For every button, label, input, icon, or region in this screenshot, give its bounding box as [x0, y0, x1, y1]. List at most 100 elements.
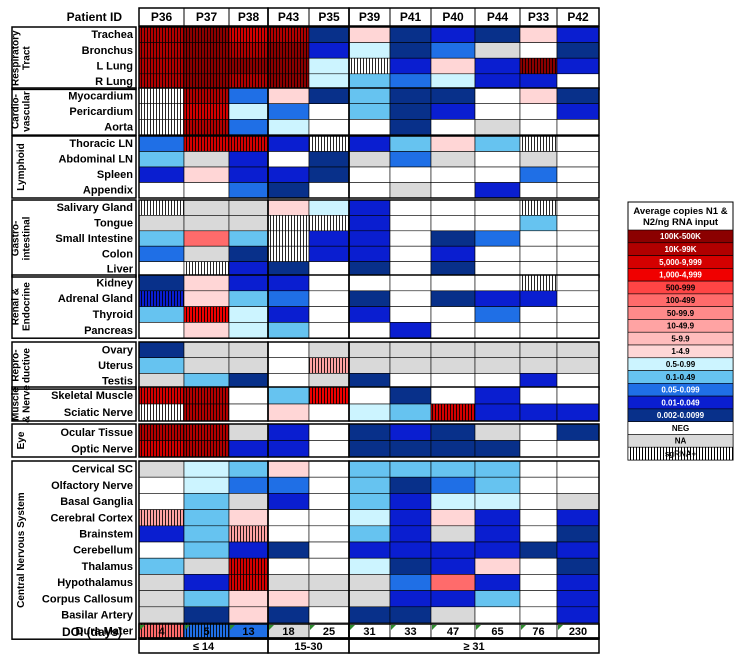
heatmap-cell [267, 440, 310, 458]
patient-header-P43: P43 [278, 10, 300, 24]
heatmap-cell [389, 119, 432, 136]
doi-value-P44: 65 [491, 626, 503, 638]
sgrna-marker [184, 27, 229, 43]
heatmap-cell [348, 423, 391, 441]
heatmap-cell [228, 403, 269, 422]
legend-label-h: 10-49.9 [667, 322, 695, 331]
heatmap-cell [308, 525, 350, 543]
heatmap-cell [348, 476, 391, 494]
group-frame-4 [11, 274, 137, 339]
heatmap-cell [267, 403, 310, 422]
heatmap-cell [519, 476, 558, 494]
sgrna-marker [309, 387, 349, 404]
patient-header-P33: P33 [528, 10, 550, 24]
sgrna-marker [309, 136, 349, 152]
heatmap-cell [183, 182, 230, 199]
heatmap-cell [519, 403, 558, 422]
sgrna-marker [184, 103, 229, 120]
group-panel-frame [348, 386, 600, 422]
heatmap-cell [556, 403, 600, 422]
heatmap-cell [556, 166, 600, 183]
heatmap-cell [348, 166, 391, 183]
tissue-label-trachea: Trachea [91, 29, 133, 41]
group-frame-3 [11, 199, 137, 278]
tissue-label-ovary: Ovary [102, 344, 134, 356]
heatmap-cell [389, 476, 432, 494]
heatmap-cell [474, 245, 521, 262]
heatmap-cell [474, 606, 521, 624]
sgrna-marker [139, 387, 184, 404]
heatmap-cell [519, 493, 558, 510]
tissue-label-liver: Liver [107, 264, 134, 276]
heatmap-cell [519, 423, 558, 441]
heatmap-cell [183, 245, 230, 262]
heatmap-cell [556, 306, 600, 323]
sgrna-marker [268, 27, 309, 43]
heatmap-cell [474, 215, 521, 232]
heatmap-cell [430, 182, 476, 199]
heatmap-cell [389, 245, 432, 262]
heatmap-cell [228, 341, 269, 358]
heatmap-cell [183, 322, 230, 339]
sgrna-marker [184, 424, 229, 441]
tissue-label-cerebellum: Cerebellum [73, 545, 133, 557]
heatmap-cell [348, 245, 391, 262]
heatmap-cell [267, 322, 310, 339]
heatmap-cell [519, 440, 558, 458]
heatmap-cell [267, 590, 310, 608]
heatmap-cell [267, 87, 310, 104]
heatmap-cell [519, 73, 558, 90]
tissue-label-thyroid: Thyroid [93, 309, 133, 321]
tissue-label-cerebral-cortex: Cerebral Cortex [50, 512, 133, 524]
legend-label-o: 0.002-0.0099 [657, 411, 705, 420]
heatmap-cell [183, 541, 230, 559]
heatmap-cell [519, 306, 558, 323]
tissue-label-spleen: Spleen [97, 169, 133, 181]
heatmap-cell [138, 182, 185, 199]
sgrna-marker [229, 525, 268, 542]
heatmap-cell [138, 493, 185, 510]
heatmap-cell [430, 135, 476, 152]
sgrna-marker [229, 136, 268, 152]
heatmap-cell [308, 119, 350, 136]
heatmap-cell [308, 423, 350, 441]
heatmap-cell [556, 73, 600, 90]
heatmap-cell [474, 306, 521, 323]
sgrna-marker [229, 73, 268, 90]
heatmap-cell [430, 525, 476, 543]
doi-corner-marker [476, 625, 481, 630]
tissue-label-olfactory-nerve: Olfactory Nerve [51, 480, 133, 492]
heatmap-cell [267, 557, 310, 575]
heatmap-cell [138, 357, 185, 374]
heatmap-cell [389, 357, 432, 374]
sgrna-marker [139, 58, 184, 74]
heatmap-cell [348, 541, 391, 559]
sgrna-marker [309, 357, 349, 374]
heatmap-cell [267, 182, 310, 199]
heatmap-cell [519, 166, 558, 183]
heatmap-cell [474, 493, 521, 510]
heatmap-cell [556, 322, 600, 339]
heatmap-cell [348, 357, 391, 374]
heatmap-cell [389, 166, 432, 183]
heatmap-cell [228, 423, 269, 441]
heatmap-cell [228, 151, 269, 168]
patient-header-P42: P42 [567, 10, 589, 24]
group-label-0: Tract [22, 46, 33, 71]
sgrna-marker [139, 73, 184, 90]
heatmap-cell [348, 322, 391, 339]
patient-header-P44: P44 [487, 10, 509, 24]
tissue-label-salivary-gland: Salivary Gland [57, 202, 133, 214]
legend-label-l: 0.1-0.49 [666, 373, 696, 382]
heatmap-cell [474, 87, 521, 104]
heatmap-cell [308, 57, 350, 75]
heatmap-cell [348, 306, 391, 323]
doi-value-P35: 25 [323, 626, 335, 638]
legend-label-r: sgRNA+ [665, 449, 697, 458]
heatmap-cell [389, 87, 432, 104]
sgrna-marker [184, 119, 229, 136]
heatmap-cell [519, 322, 558, 339]
tissue-label-small-intestine: Small Intestine [55, 233, 133, 245]
heatmap-cell [389, 103, 432, 120]
heatmap-cell [183, 215, 230, 232]
